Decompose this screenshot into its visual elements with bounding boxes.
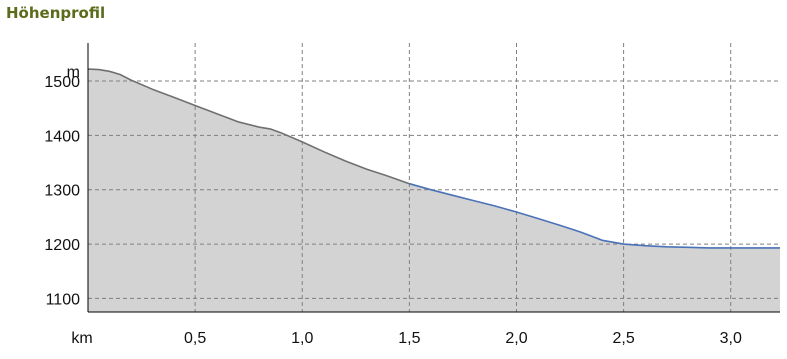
x-tick-label: 1,5 (398, 330, 420, 347)
x-tick-label: 2,5 (612, 330, 634, 347)
x-tick-label: 0,5 (184, 330, 206, 347)
x-tick-label: 1,0 (291, 330, 313, 347)
elevation-line-gray (87, 68, 410, 185)
chart-title: Höhenprofil (6, 4, 106, 22)
y-tick-label: 1300 (44, 183, 80, 200)
y-tick-label: 1500 (44, 74, 80, 91)
x-tick-label: 3,0 (720, 330, 742, 347)
y-axis-unit-label: m (67, 64, 80, 81)
y-tick-label: 1400 (44, 128, 80, 145)
elevation-line-blue (409, 182, 780, 249)
x-axis-unit-label: km (71, 330, 92, 347)
y-tick-label: 1100 (46, 291, 81, 308)
y-tick-label: 1200 (44, 237, 80, 254)
x-tick-label: 2,0 (505, 330, 527, 347)
